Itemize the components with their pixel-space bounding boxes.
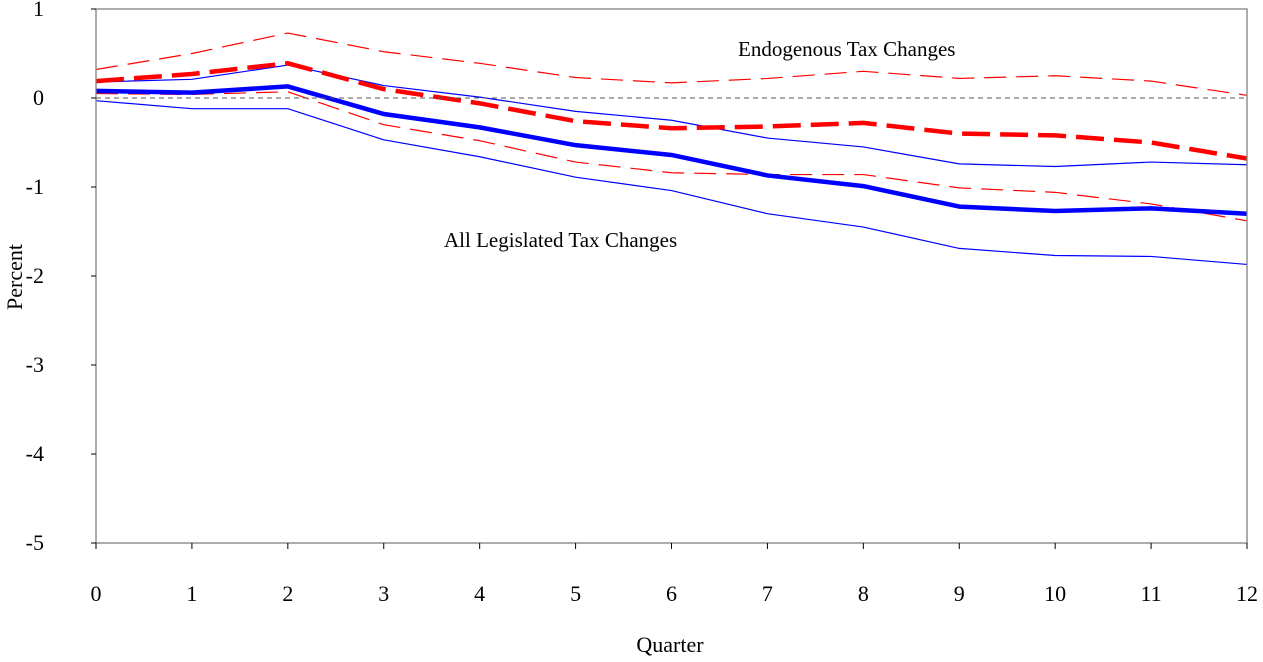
y-tick-label: -4	[26, 441, 44, 466]
x-tick-label: 3	[378, 581, 389, 606]
x-axis-title: Quarter	[636, 632, 704, 657]
series-line-endogenous	[95, 61, 1248, 161]
y-tick-label: -2	[26, 263, 44, 288]
y-tick-label: -3	[26, 352, 44, 377]
y-axis-title: Percent	[2, 244, 27, 310]
x-tick-label: 2	[282, 581, 293, 606]
x-tick-label: 7	[762, 581, 773, 606]
axes: 10-1-2-3-4-50 1 2 3 4 5 6 7 8 9 10 11 12	[26, 0, 1258, 606]
x-tick-label: 11	[1140, 581, 1161, 606]
plot-area	[95, 32, 1248, 266]
series-line-all-legislated	[95, 84, 1248, 216]
x-tick-label: 4	[474, 581, 485, 606]
annotation-all-legislated: All Legislated Tax Changes	[444, 228, 677, 252]
series-line-all-legislated-lower	[95, 100, 1248, 266]
series-line-all-legislated-upper	[95, 64, 1248, 168]
x-tick-label: 9	[954, 581, 965, 606]
series-line-endogenous-lower	[95, 91, 1248, 222]
annotation-endogenous: Endogenous Tax Changes	[738, 37, 955, 61]
x-tick-label: 6	[666, 581, 677, 606]
y-tick-label: -1	[26, 174, 44, 199]
y-tick-label: 1	[33, 0, 44, 21]
x-tick-label: 0	[91, 581, 102, 606]
x-tick-label: 10	[1044, 581, 1066, 606]
x-tick-label: 12	[1236, 581, 1258, 606]
y-tick-label: -5	[26, 530, 44, 555]
x-tick-label: 5	[570, 581, 581, 606]
x-tick-label: 8	[858, 581, 869, 606]
x-tick-label: 1	[186, 581, 197, 606]
series-line-endogenous-upper	[95, 32, 1248, 96]
y-tick-label: 0	[33, 85, 44, 110]
